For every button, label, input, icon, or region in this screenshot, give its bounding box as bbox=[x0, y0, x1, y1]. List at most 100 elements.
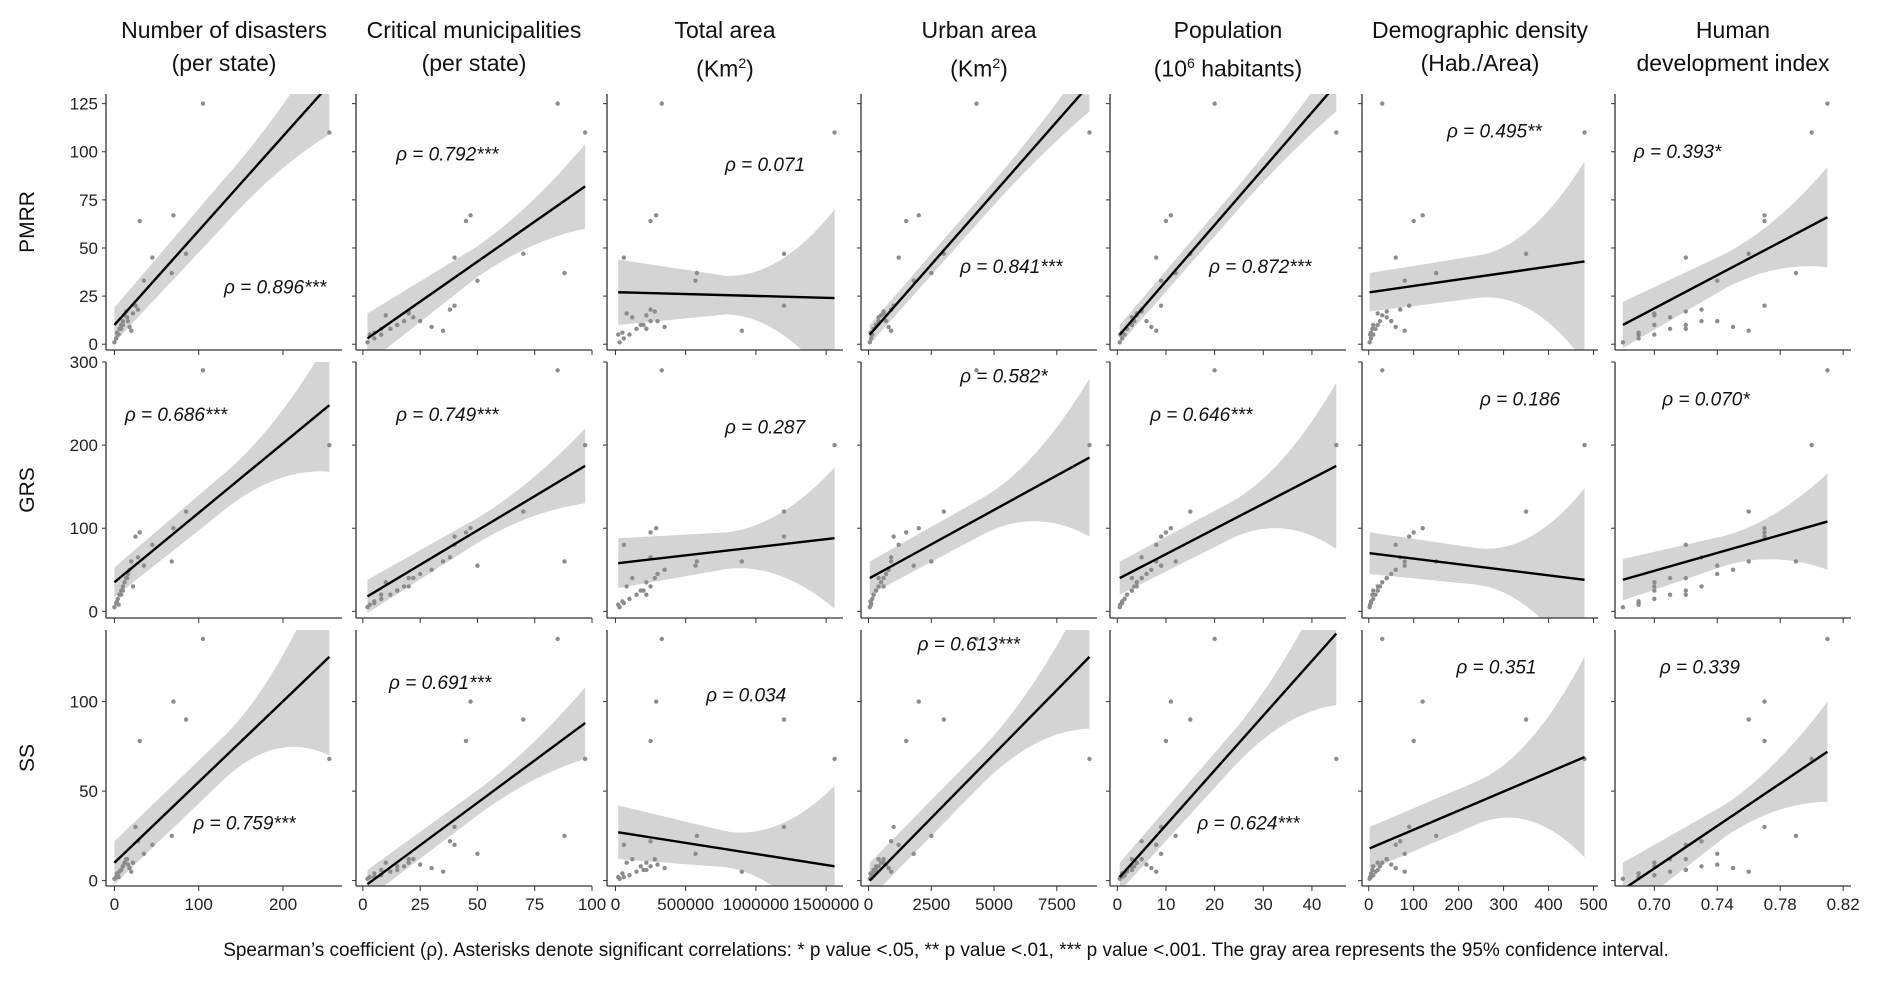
data-point bbox=[974, 636, 979, 642]
data-point bbox=[1368, 871, 1374, 876]
confidence-band bbox=[869, 94, 1090, 345]
y-tick-label: 300 bbox=[70, 353, 98, 372]
data-point bbox=[555, 368, 560, 373]
data-point bbox=[617, 340, 622, 345]
confidence-band bbox=[114, 94, 330, 343]
data-point bbox=[1715, 862, 1720, 867]
data-point bbox=[1389, 318, 1394, 324]
rho-label: ρ = 0.339 bbox=[1659, 658, 1741, 679]
data-point bbox=[1582, 130, 1587, 135]
regression-line bbox=[618, 831, 835, 868]
data-point bbox=[1809, 442, 1814, 448]
rho-label: ρ = 0.582* bbox=[959, 366, 1048, 387]
x-tick-label: 0 bbox=[1113, 895, 1122, 914]
data-point bbox=[365, 340, 370, 345]
data-point bbox=[383, 313, 388, 318]
data-point bbox=[941, 717, 947, 722]
column-title: Human development index bbox=[1608, 14, 1858, 80]
data-point bbox=[1367, 602, 1373, 607]
x-tick-label: 100 bbox=[185, 895, 213, 914]
data-point bbox=[452, 842, 457, 848]
regression-line bbox=[1626, 750, 1829, 886]
data-point bbox=[903, 530, 909, 535]
data-point bbox=[1163, 218, 1169, 224]
confidence-band bbox=[1622, 701, 1828, 886]
data-point bbox=[630, 315, 635, 320]
data-point bbox=[183, 717, 189, 722]
data-point bbox=[1652, 322, 1657, 328]
data-point bbox=[1139, 839, 1144, 844]
data-point bbox=[1407, 303, 1412, 308]
data-point bbox=[1188, 509, 1193, 514]
column-title: Population (106 habitants) bbox=[1103, 14, 1353, 86]
data-point bbox=[440, 559, 446, 564]
x-tick-label: 0.74 bbox=[1701, 895, 1734, 914]
data-point bbox=[621, 842, 627, 848]
data-point bbox=[1129, 867, 1135, 873]
data-point bbox=[1636, 330, 1641, 335]
x-tick-label: 200 bbox=[269, 895, 297, 914]
x-tick-label: 0.70 bbox=[1638, 895, 1671, 914]
panel-pmrr-7 bbox=[1620, 101, 1830, 349]
data-point bbox=[1384, 309, 1389, 314]
data-point bbox=[562, 833, 567, 839]
panel-ss-7 bbox=[1620, 636, 1830, 886]
x-tick-label: 500 bbox=[1579, 895, 1607, 914]
panel-ss-3 bbox=[616, 636, 837, 886]
column-title: Urban area (Km2) bbox=[854, 14, 1104, 86]
data-point bbox=[916, 213, 921, 218]
data-point bbox=[1370, 592, 1375, 597]
data-point bbox=[562, 270, 567, 276]
title-line-2: (Hab./Area) bbox=[1420, 50, 1540, 76]
data-point bbox=[1380, 580, 1385, 585]
data-point bbox=[406, 584, 411, 589]
confidence-band bbox=[618, 785, 835, 886]
data-point bbox=[582, 442, 588, 448]
data-point bbox=[1407, 534, 1412, 539]
x-tick-label: 30 bbox=[1254, 895, 1273, 914]
data-point bbox=[1129, 322, 1135, 328]
data-point bbox=[662, 567, 667, 572]
data-point bbox=[694, 270, 700, 276]
data-point bbox=[881, 856, 886, 862]
data-point bbox=[832, 756, 837, 762]
data-point bbox=[1129, 588, 1135, 593]
column-title: Demographic density (Hab./Area) bbox=[1355, 14, 1605, 80]
data-point bbox=[876, 856, 881, 862]
data-point bbox=[118, 326, 124, 332]
data-point bbox=[1377, 864, 1383, 869]
data-point bbox=[929, 559, 934, 564]
data-point bbox=[644, 860, 649, 865]
title-line-2: (Km2) bbox=[950, 55, 1008, 82]
data-point bbox=[1119, 336, 1125, 341]
data-point bbox=[1699, 584, 1704, 589]
data-point bbox=[200, 101, 206, 106]
data-point bbox=[1371, 864, 1376, 869]
data-point bbox=[886, 865, 891, 871]
data-point bbox=[562, 559, 567, 564]
data-point bbox=[1762, 699, 1767, 704]
data-point bbox=[113, 336, 119, 341]
data-point bbox=[1730, 567, 1736, 572]
data-point bbox=[739, 559, 745, 564]
data-point bbox=[781, 251, 787, 256]
regression-line bbox=[113, 655, 331, 864]
rho-label: ρ = 0.351 bbox=[1455, 658, 1536, 679]
data-point bbox=[169, 270, 174, 276]
data-point bbox=[150, 255, 155, 260]
data-point bbox=[662, 865, 667, 871]
data-point bbox=[1158, 303, 1164, 308]
panel-grs-3 bbox=[616, 368, 837, 610]
data-point bbox=[1715, 851, 1720, 856]
data-point bbox=[388, 326, 393, 332]
data-point bbox=[896, 542, 901, 548]
data-point bbox=[1809, 130, 1814, 135]
x-tick-label: 200 bbox=[1444, 895, 1472, 914]
data-point bbox=[1124, 592, 1130, 597]
data-point bbox=[118, 592, 124, 597]
data-point bbox=[1402, 563, 1407, 568]
confidence-band bbox=[114, 362, 330, 598]
confidence-band bbox=[869, 378, 1090, 595]
data-point bbox=[1636, 336, 1641, 341]
data-point bbox=[401, 864, 407, 869]
